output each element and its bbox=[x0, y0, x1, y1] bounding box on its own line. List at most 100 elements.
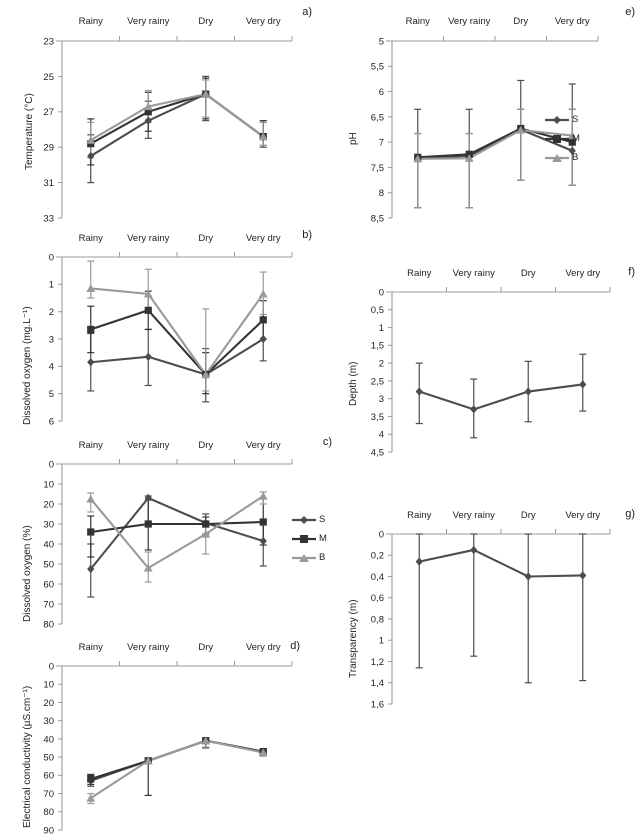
y-tick-label: 80 bbox=[43, 807, 54, 818]
y-tick-label: 7,5 bbox=[371, 163, 384, 174]
category-label: Dry bbox=[520, 510, 536, 521]
y-tick-label: 23 bbox=[43, 36, 54, 47]
y-tick-label: 3 bbox=[379, 394, 384, 405]
category-label: Very dry bbox=[554, 16, 590, 27]
data-point-marker bbox=[579, 380, 587, 389]
panel-label-d: d) bbox=[290, 640, 300, 652]
y-tick-label: 5 bbox=[49, 389, 54, 400]
legend-marker-diamond-icon bbox=[292, 515, 316, 524]
category-label: Dry bbox=[520, 268, 536, 279]
y-tick-label: 2 bbox=[379, 359, 384, 370]
category-label: Rainy bbox=[78, 642, 103, 653]
data-point-marker bbox=[87, 325, 95, 334]
series-line bbox=[90, 287, 265, 376]
data-point-marker bbox=[201, 529, 211, 538]
panel-electrical-conductivity: d) Rainy Very rainy Dry Very dry Electri… bbox=[0, 632, 320, 837]
legend-marker-square-icon bbox=[292, 534, 316, 543]
data-point-marker bbox=[202, 520, 210, 528]
panel-label-e: e) bbox=[625, 6, 635, 18]
category-label: Dry bbox=[198, 440, 214, 451]
legend-marker-diamond-icon bbox=[545, 115, 569, 124]
legend-item-s[interactable]: S bbox=[292, 510, 327, 529]
y-tick-label: 50 bbox=[43, 753, 54, 764]
y-tick-label: 1 bbox=[379, 323, 384, 334]
y-tick-label: 8 bbox=[379, 188, 384, 199]
category-label: Very rainy bbox=[127, 642, 170, 653]
y-tick-label: 10 bbox=[43, 479, 54, 490]
panel-temperature: a) Rainy Very rainy Dry Very dry Tempera… bbox=[0, 0, 320, 228]
data-point-marker bbox=[87, 358, 95, 367]
panel-label-c: c) bbox=[322, 436, 332, 448]
plot-area-e: 5 5,5 6 6,5 7 7,5 8 8,5 bbox=[371, 36, 599, 224]
y-tick-label: 60 bbox=[43, 771, 54, 782]
y-tick-label: 27 bbox=[43, 107, 54, 118]
data-point-marker bbox=[413, 154, 423, 163]
category-label: Very dry bbox=[245, 642, 281, 653]
y-tick-label: 1 bbox=[49, 280, 54, 291]
legend-marker-square-icon bbox=[545, 134, 569, 143]
category-label: Rainy bbox=[407, 510, 432, 521]
category-axis-b: Rainy Very rainy Dry Very dry bbox=[62, 233, 292, 244]
plot-area-f: 0 0,5 1 1,5 2 2,5 3 3,5 4 4,5 bbox=[371, 287, 611, 458]
y-tick-label: 0,5 bbox=[371, 305, 384, 316]
y-tick-label: 0 bbox=[49, 661, 54, 672]
legend-item-b[interactable]: B bbox=[545, 148, 580, 167]
legend-item-s[interactable]: S bbox=[545, 110, 580, 129]
data-point-marker bbox=[143, 756, 153, 765]
data-point-marker bbox=[144, 116, 152, 125]
panel-dissolved-oxygen-mgl: b) Rainy Very rainy Dry Very dry Dissolv… bbox=[0, 225, 320, 440]
legend-label-b: B bbox=[572, 152, 579, 163]
panel-depth: f) Rainy Very rainy Dry Very dry Depth (… bbox=[330, 258, 641, 468]
y-tick-label: 0,8 bbox=[371, 614, 384, 625]
category-axis-c: Rainy Very rainy Dry Very dry bbox=[62, 440, 292, 451]
category-label: Very rainy bbox=[127, 16, 170, 27]
panel-transparency: g) Rainy Very rainy Dry Very dry Transpa… bbox=[330, 500, 641, 715]
category-axis-e: Rainy Very rainy Dry Very dry bbox=[392, 16, 598, 27]
legend-e: S M B bbox=[545, 110, 580, 167]
y-tick-label: 33 bbox=[43, 213, 54, 224]
category-label: Very dry bbox=[245, 16, 281, 27]
data-point-marker bbox=[259, 518, 267, 526]
legend-marker-triangle-icon bbox=[545, 153, 569, 162]
data-point-marker bbox=[144, 520, 152, 528]
series-line bbox=[419, 548, 583, 578]
y-tick-label: 0,6 bbox=[371, 593, 384, 604]
category-label: Very rainy bbox=[452, 268, 495, 279]
data-point-marker bbox=[86, 284, 96, 293]
legend-marker-triangle-icon bbox=[292, 553, 316, 562]
series-line bbox=[90, 93, 264, 142]
legend-label-s: S bbox=[319, 514, 326, 525]
data-point-marker bbox=[86, 793, 96, 802]
y-tick-label: 3 bbox=[49, 334, 54, 345]
data-point-marker bbox=[258, 289, 268, 298]
legend-label-b: B bbox=[319, 552, 326, 563]
category-label: Rainy bbox=[405, 16, 430, 27]
y-tick-label: 40 bbox=[43, 734, 54, 745]
data-point-marker bbox=[201, 736, 211, 745]
y-tick-label: 1,4 bbox=[371, 678, 384, 689]
data-point-marker bbox=[144, 108, 152, 116]
data-point-marker bbox=[258, 748, 268, 757]
series-line bbox=[90, 520, 264, 534]
category-label: Rainy bbox=[78, 233, 103, 244]
category-axis-a: Rainy Very rainy Dry Very dry bbox=[62, 16, 292, 27]
data-point-marker bbox=[144, 352, 152, 361]
legend-item-m[interactable]: M bbox=[545, 129, 580, 148]
y-tick-label: 29 bbox=[43, 143, 54, 154]
data-point-marker bbox=[415, 387, 423, 396]
legend-item-b[interactable]: B bbox=[292, 548, 327, 567]
data-point-marker bbox=[524, 387, 532, 396]
panel-dissolved-oxygen-pct: c) Rainy Very rainy Dry Very dry Dissolv… bbox=[0, 432, 340, 642]
legend-item-m[interactable]: M bbox=[292, 529, 327, 548]
y-tick-label: 1,6 bbox=[371, 699, 384, 710]
category-label: Dry bbox=[513, 16, 529, 27]
plot-area-a: 23 25 27 29 31 33 bbox=[43, 36, 293, 224]
data-point-marker bbox=[415, 557, 423, 566]
series-line bbox=[90, 93, 264, 145]
panel-label-a: a) bbox=[302, 6, 312, 18]
y-tick-label: 31 bbox=[43, 178, 54, 189]
y-tick-label: 30 bbox=[43, 519, 54, 530]
category-label: Very dry bbox=[565, 268, 601, 279]
y-tick-label: 5,5 bbox=[371, 62, 384, 73]
series-line bbox=[418, 383, 583, 411]
